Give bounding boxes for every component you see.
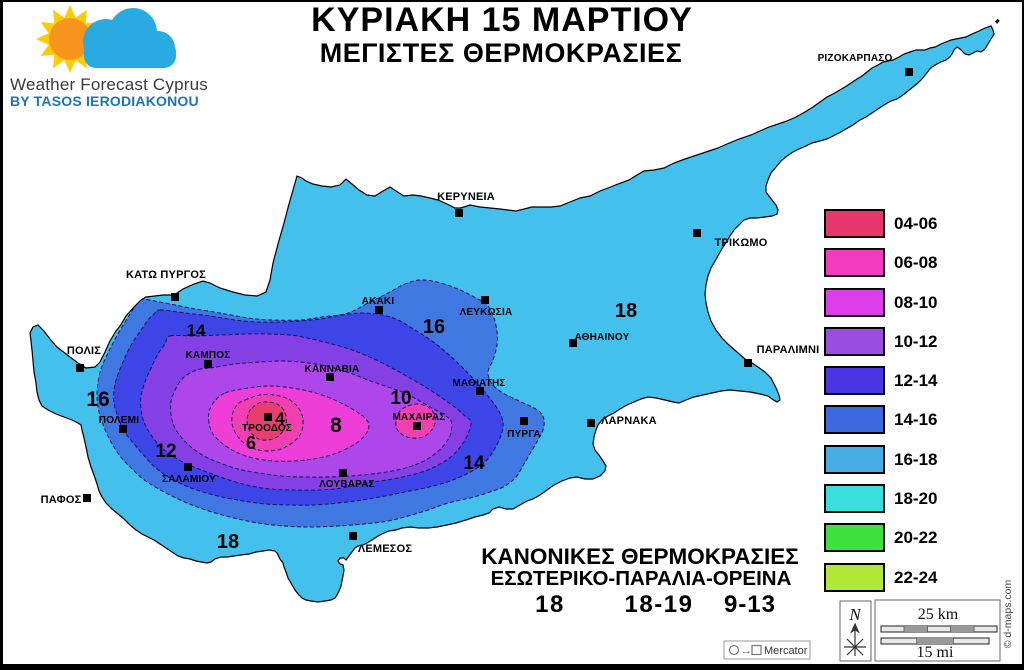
svg-text:ΑΘΗΑΙΝΟΥ: ΑΘΗΑΙΝΟΥ (575, 332, 630, 343)
svg-text:18: 18 (615, 300, 637, 322)
svg-text:Mercator: Mercator (764, 645, 808, 657)
svg-text:ΤΡΙΚΩΜΟ: ΤΡΙΚΩΜΟ (715, 237, 768, 249)
svg-text:4: 4 (275, 409, 285, 428)
svg-text:ΠΑΦΟΣ: ΠΑΦΟΣ (41, 494, 82, 506)
svg-text:6: 6 (246, 433, 256, 453)
svg-text:ΤΡΟΟΔΟΣ: ΤΡΟΟΔΟΣ (242, 423, 292, 434)
svg-text:→: → (741, 645, 752, 657)
svg-text:ΚΕΡΥΝΕΙΑ: ΚΕΡΥΝΕΙΑ (437, 191, 495, 203)
svg-text:25 km: 25 km (918, 606, 959, 623)
svg-text:ΚΥΡΙΑΚΗ 15 ΜΑΡΤΙΟΥ: ΚΥΡΙΑΚΗ 15 ΜΑΡΤΙΟΥ (311, 1, 693, 39)
svg-text:BY TASOS IERODIAKONOU: BY TASOS IERODIAKONOU (10, 93, 199, 109)
svg-text:ΛΕΥΚΩΣΙΑ: ΛΕΥΚΩΣΙΑ (460, 307, 513, 318)
svg-text:15 mi: 15 mi (917, 644, 954, 661)
svg-text:ΚΑΝΝΑΒΙΑ: ΚΑΝΝΑΒΙΑ (305, 364, 360, 375)
svg-text:ΕΣΩΤΕΡΙΚΟ-ΠΑΡΑΛΙΑ-ΟΡΕΙΝΑ: ΕΣΩΤΕΡΙΚΟ-ΠΑΡΑΛΙΑ-ΟΡΕΙΝΑ (491, 567, 792, 590)
svg-text:ΚΑΝΟΝΙΚΕΣ ΘΕΡΜΟΚΡΑΣΙΕΣ: ΚΑΝΟΝΙΚΕΣ ΘΕΡΜΟΚΡΑΣΙΕΣ (481, 544, 799, 569)
svg-text:12-14: 12-14 (894, 371, 938, 390)
svg-text:20-22: 20-22 (894, 528, 937, 547)
svg-text:22-24: 22-24 (894, 568, 938, 587)
svg-text:04-06: 04-06 (894, 214, 937, 233)
svg-text:06-08: 06-08 (894, 253, 937, 272)
svg-text:ΚΑΤΩ ΠΥΡΓΟΣ: ΚΑΤΩ ΠΥΡΓΟΣ (126, 269, 206, 281)
svg-text:© d-maps.com: © d-maps.com (1002, 580, 1014, 649)
svg-text:18: 18 (217, 531, 239, 553)
svg-text:ΜΑΘΙΑΤΗΣ: ΜΑΘΙΑΤΗΣ (452, 378, 505, 389)
svg-text:ΡΙΖΟΚΑΡΠΑΣΟ: ΡΙΖΟΚΑΡΠΑΣΟ (818, 53, 893, 64)
svg-text:14: 14 (187, 321, 206, 340)
svg-text:18-20: 18-20 (894, 489, 937, 508)
svg-text:16: 16 (86, 388, 109, 411)
svg-text:16-18: 16-18 (894, 450, 937, 469)
svg-text:ΛΟΥΒΑΡΑΣ: ΛΟΥΒΑΡΑΣ (319, 479, 375, 490)
svg-text:ΜΕΓΙΣΤΕΣ ΘΕΡΜΟΚΡΑΣΙΕΣ: ΜΕΓΙΣΤΕΣ ΘΕΡΜΟΚΡΑΣΙΕΣ (320, 38, 683, 68)
svg-text:N: N (848, 605, 862, 624)
svg-text:ΛΕΜΕΣΟΣ: ΛΕΜΕΣΟΣ (358, 543, 413, 555)
svg-text:ΠΑΡΑΛΙΜΝΙ: ΠΑΡΑΛΙΜΝΙ (757, 344, 820, 356)
svg-text:Weather Forecast Cyprus: Weather Forecast Cyprus (10, 75, 208, 94)
svg-text:ΜΑΧΑΙΡΑΣ: ΜΑΧΑΙΡΑΣ (393, 412, 446, 423)
svg-text:8: 8 (330, 414, 342, 437)
svg-text:12: 12 (155, 441, 176, 462)
svg-text:ΠΟΛΙΣ: ΠΟΛΙΣ (67, 345, 101, 357)
svg-text:10-12: 10-12 (894, 332, 937, 351)
svg-text:10: 10 (390, 388, 411, 409)
svg-text:08-10: 08-10 (894, 293, 937, 312)
svg-text:ΚΑΜΠΟΣ: ΚΑΜΠΟΣ (186, 350, 231, 361)
svg-text:ΠΟΛΕΜΙ: ΠΟΛΕΜΙ (99, 415, 139, 426)
svg-text:9-13: 9-13 (724, 591, 776, 618)
svg-text:18: 18 (535, 591, 565, 618)
svg-text:14: 14 (463, 453, 485, 474)
svg-text:ΠΥΡΓΑ: ΠΥΡΓΑ (507, 429, 541, 440)
svg-text:14-16: 14-16 (894, 410, 937, 429)
svg-text:ΛΑΡΝΑΚΑ: ΛΑΡΝΑΚΑ (601, 415, 657, 427)
svg-text:ΑΚΑΚΙ: ΑΚΑΚΙ (362, 296, 395, 307)
svg-text:18-19: 18-19 (625, 591, 694, 618)
svg-text:ΣΑΛΑΜΙΟΥ: ΣΑΛΑΜΙΟΥ (162, 474, 216, 485)
svg-text:16: 16 (423, 316, 445, 338)
